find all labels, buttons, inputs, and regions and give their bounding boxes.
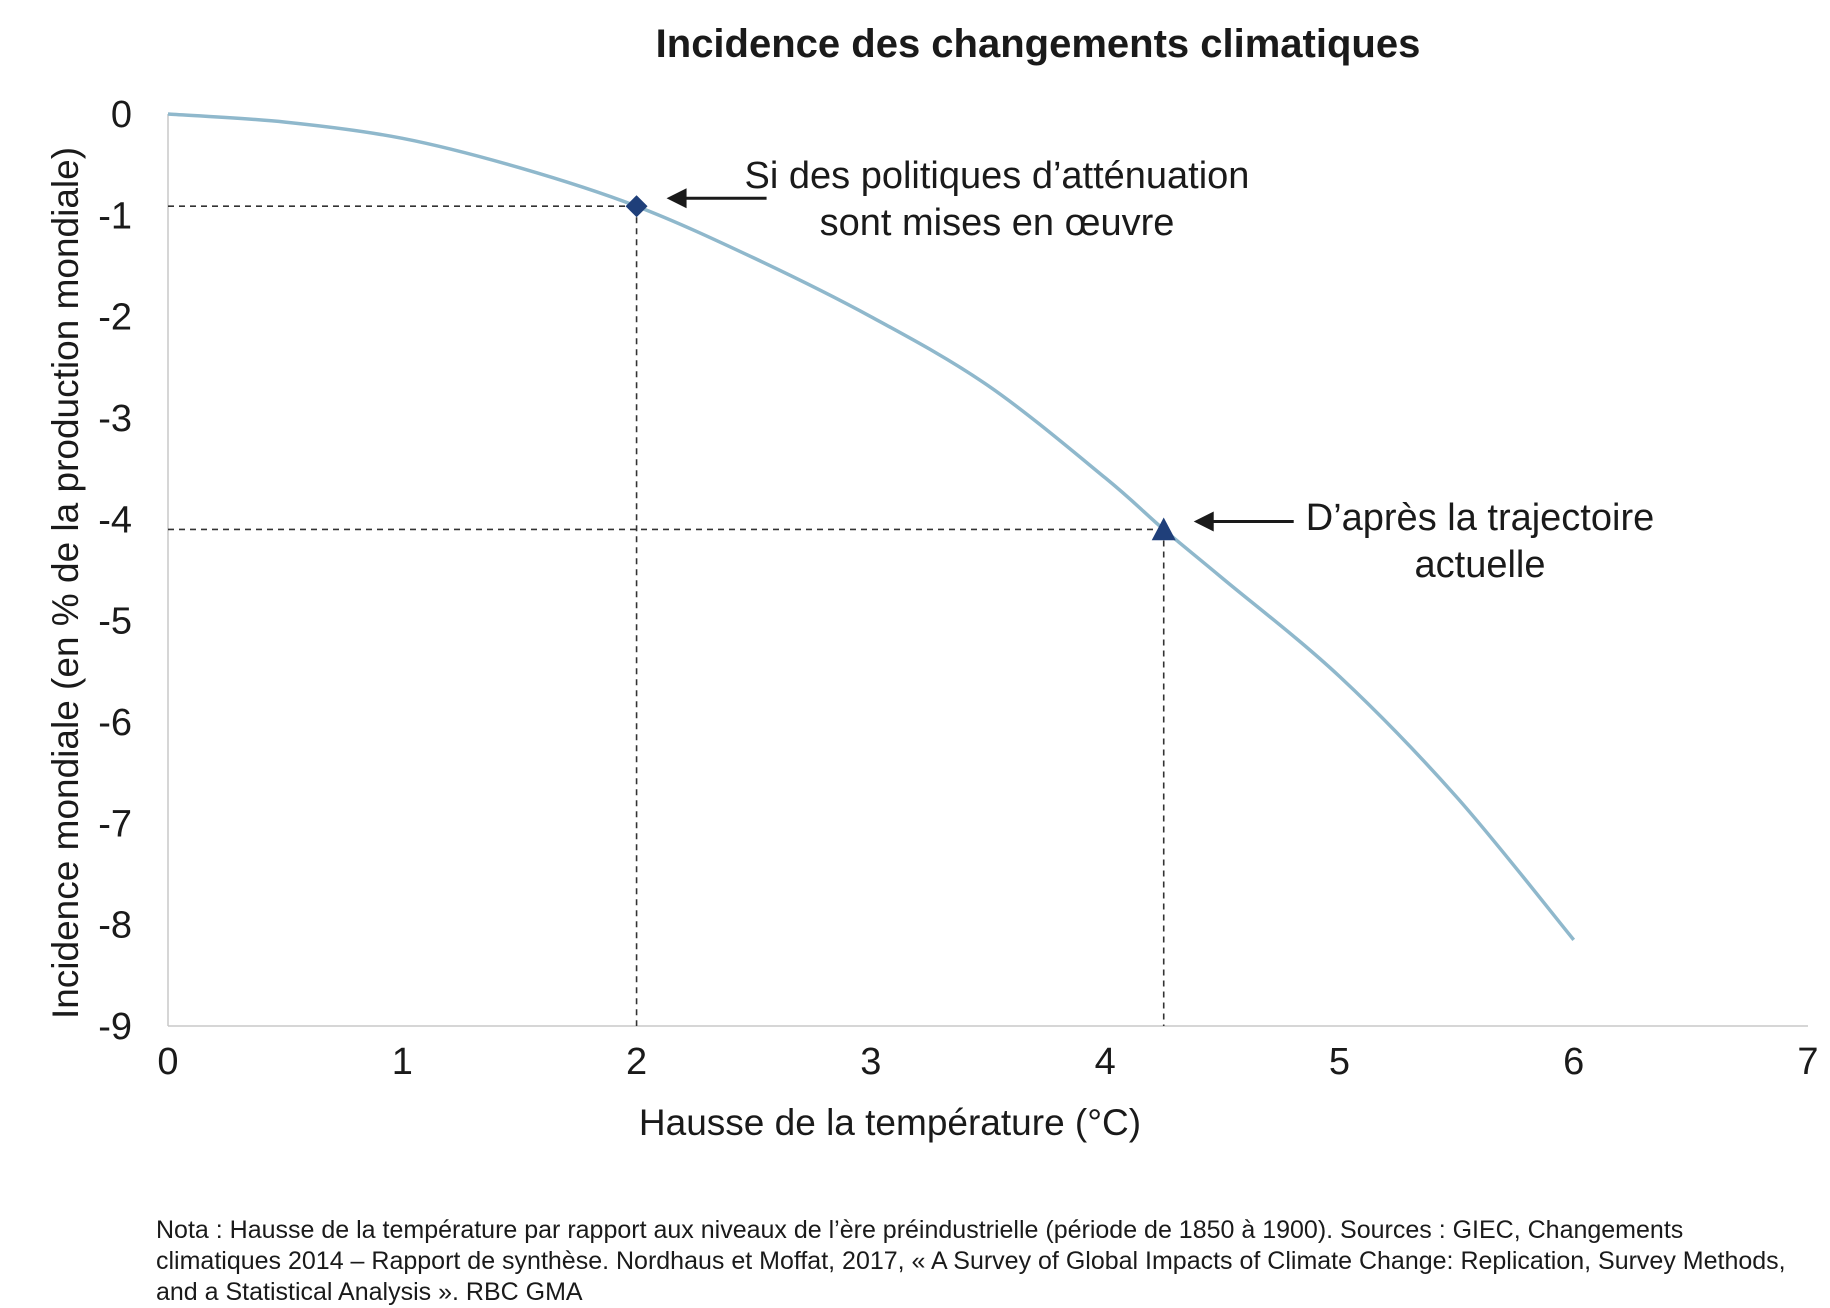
chart-title: Incidence des changements climatiques: [656, 22, 1421, 66]
footnote: Nota : Hausse de la température par rapp…: [156, 1216, 1786, 1306]
y-tick-label: -8: [98, 905, 132, 947]
annotation-label: D’après la trajectoire: [1306, 497, 1654, 539]
x-tick-label: 6: [1563, 1041, 1584, 1083]
annotation-label: actuelle: [1415, 544, 1546, 586]
y-tick-label: -3: [98, 398, 132, 440]
annotation-arrow-head: [666, 188, 687, 209]
y-tick-label: -5: [98, 601, 132, 643]
diamond-marker: [625, 195, 648, 218]
x-tick-label: 0: [157, 1041, 178, 1083]
y-tick-label: -9: [98, 1006, 132, 1048]
y-tick-label: -7: [98, 803, 132, 845]
x-tick-label: 1: [392, 1041, 413, 1083]
x-tick-label: 3: [860, 1041, 881, 1083]
triangle-marker: [1151, 517, 1176, 541]
x-tick-label: 4: [1095, 1041, 1116, 1083]
y-axis-label: Incidence mondiale (en % de la productio…: [45, 147, 86, 1019]
annotation-label: sont mises en œuvre: [820, 202, 1175, 244]
y-tick-label: -2: [98, 297, 132, 339]
y-tick-label: -1: [98, 195, 132, 237]
y-tick-label: -6: [98, 702, 132, 744]
y-tick-label: -4: [98, 499, 132, 541]
x-tick-label: 5: [1329, 1041, 1350, 1083]
y-tick-label: 0: [111, 94, 132, 136]
x-tick-label: 2: [626, 1041, 647, 1083]
plot-area: 0 1 2 3 4 5 6 7 0 -1 -2 -3 -4 -5 -6 -7 -8 -9 Si des politi…: [98, 94, 1818, 1083]
x-axis-label: Hausse de la température (°C): [639, 1102, 1141, 1143]
x-tick-label: 7: [1797, 1041, 1818, 1083]
annotation-label: Si des politiques d’atténuation: [745, 155, 1250, 197]
annotation-arrow-head: [1193, 511, 1214, 532]
series-line: [167, 112, 1576, 941]
